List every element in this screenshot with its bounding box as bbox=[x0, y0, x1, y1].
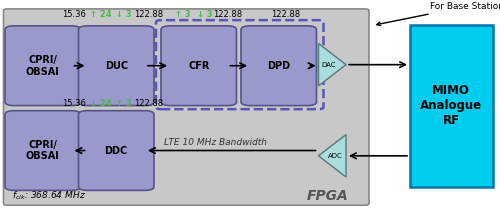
Text: CPRI/
OBSAI: CPRI/ OBSAI bbox=[26, 140, 60, 161]
Text: DAC: DAC bbox=[322, 62, 336, 68]
Text: ↑ 3: ↑ 3 bbox=[174, 10, 190, 19]
Polygon shape bbox=[318, 135, 346, 177]
Text: 15.36: 15.36 bbox=[62, 10, 86, 19]
Text: MIMO
Analogue
RF: MIMO Analogue RF bbox=[420, 85, 482, 127]
Text: ADC: ADC bbox=[328, 153, 343, 159]
Text: ↑ 24: ↑ 24 bbox=[90, 10, 112, 19]
Text: DUC: DUC bbox=[104, 61, 128, 71]
FancyBboxPatch shape bbox=[78, 111, 154, 190]
Text: ↑ 3: ↑ 3 bbox=[116, 99, 132, 108]
Text: 122.88: 122.88 bbox=[272, 10, 300, 19]
FancyBboxPatch shape bbox=[161, 26, 236, 106]
FancyBboxPatch shape bbox=[78, 26, 154, 106]
Text: ↓ 3: ↓ 3 bbox=[116, 10, 132, 19]
FancyBboxPatch shape bbox=[410, 25, 492, 187]
Text: For Base Station: For Base Station bbox=[376, 2, 500, 26]
Text: CFR: CFR bbox=[188, 61, 210, 71]
Text: DDC: DDC bbox=[104, 145, 128, 156]
Text: 122.88: 122.88 bbox=[134, 99, 164, 108]
Polygon shape bbox=[318, 43, 346, 86]
Text: 15.36: 15.36 bbox=[62, 99, 86, 108]
Text: $f_{clk}$: 368.64 MHz: $f_{clk}$: 368.64 MHz bbox=[12, 190, 86, 202]
Text: FPGA: FPGA bbox=[306, 189, 348, 203]
Text: 122.88: 122.88 bbox=[213, 10, 242, 19]
Text: DPD: DPD bbox=[267, 61, 290, 71]
FancyBboxPatch shape bbox=[4, 9, 369, 205]
Text: 122.88: 122.88 bbox=[134, 10, 164, 19]
Text: ↓ 3: ↓ 3 bbox=[197, 10, 213, 19]
Text: ↓ 24: ↓ 24 bbox=[90, 99, 112, 108]
FancyBboxPatch shape bbox=[5, 111, 80, 190]
FancyBboxPatch shape bbox=[5, 26, 80, 106]
Text: CPRI/
OBSAI: CPRI/ OBSAI bbox=[26, 55, 60, 77]
FancyBboxPatch shape bbox=[241, 26, 316, 106]
Text: LTE 10 MHz Bandwidth: LTE 10 MHz Bandwidth bbox=[164, 138, 266, 146]
